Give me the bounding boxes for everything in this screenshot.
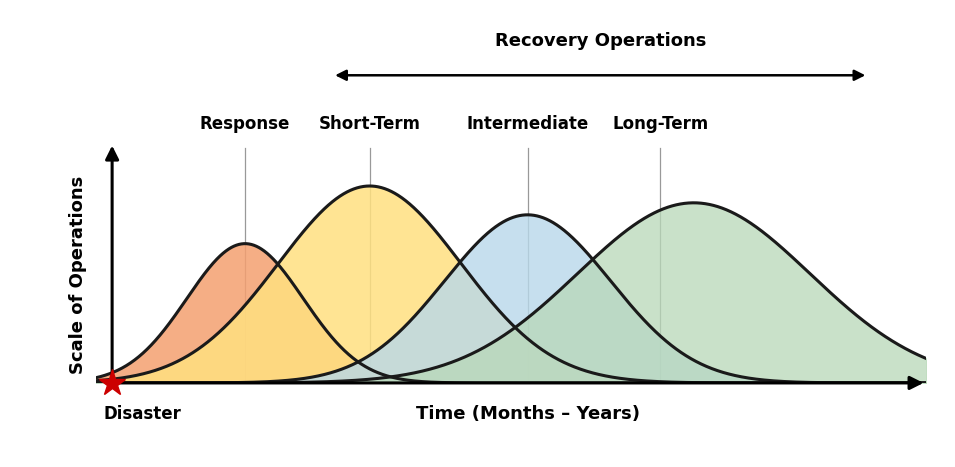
Text: Long-Term: Long-Term xyxy=(612,115,709,133)
Text: Short-Term: Short-Term xyxy=(319,115,421,133)
Text: Time (Months – Years): Time (Months – Years) xyxy=(415,404,640,423)
Text: Recovery Operations: Recovery Operations xyxy=(495,32,706,50)
Text: Intermediate: Intermediate xyxy=(466,115,588,133)
Text: Scale of Operations: Scale of Operations xyxy=(69,176,87,374)
Text: Response: Response xyxy=(200,115,290,133)
Text: Disaster: Disaster xyxy=(104,404,181,423)
